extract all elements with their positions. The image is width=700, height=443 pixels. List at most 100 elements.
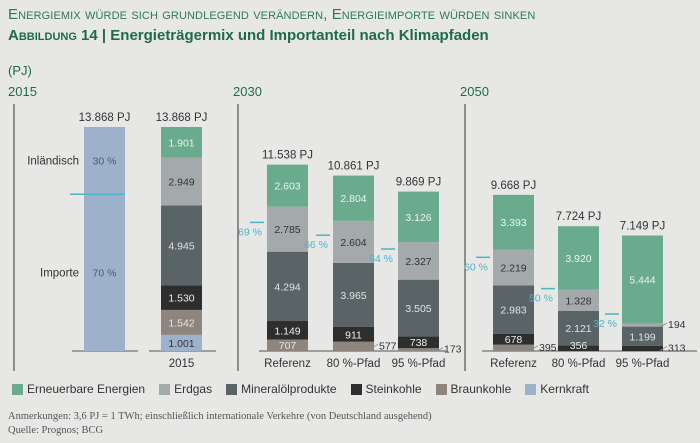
data-label-mineralölprodukte: 3.965 (340, 290, 366, 302)
bar-segment-erneuerbare-energien (161, 127, 202, 158)
legend-swatch (226, 383, 238, 395)
legend-item-erneuerbare-energien: Erneuerbare Energien (12, 382, 145, 396)
legend-item-kernkraft: Kernkraft (525, 382, 589, 396)
data-label-mineralölprodukte: 2.121 (565, 323, 591, 335)
data-label-steinkohle: 911 (345, 329, 362, 341)
label-inlaendisch: Inländisch (27, 156, 79, 168)
legend: Erneuerbare Energien Erdgas Mineralölprodu… (12, 382, 603, 396)
import-share-label: 69 % (238, 226, 262, 238)
bar-segment-erdgas (398, 242, 439, 280)
bar-segment-mineralölprodukte (493, 285, 534, 334)
data-label-erneuerbare-energien: 1.901 (168, 137, 194, 149)
bar-segment-braunkohle (333, 341, 374, 351)
total-label: 9.668 PJ (491, 180, 536, 192)
legend-label: Kernkraft (540, 382, 589, 396)
share-bar (84, 127, 125, 351)
bar-segment-steinkohle (161, 285, 202, 310)
category-label: Referenz (490, 358, 537, 370)
legend-item-braunkohle: Braunkohle (435, 382, 512, 396)
panel-label-2015: 2015 (8, 84, 37, 99)
data-label-erdgas: 2.949 (168, 177, 194, 189)
outside-label-braunkohle: 577 (379, 340, 397, 352)
data-label-erdgas: 2.604 (340, 237, 366, 249)
bar-segment-steinkohle (493, 333, 534, 345)
bar-segment-erdgas (267, 206, 308, 252)
data-label-mineralölprodukte: 2.983 (500, 305, 526, 317)
total-label: 11.538 PJ (262, 150, 313, 162)
data-label-erdgas: 2.327 (405, 256, 431, 268)
total-label: 7.149 PJ (620, 221, 665, 233)
data-label-erdgas: 2.219 (500, 263, 526, 275)
data-label-erdgas: 1.328 (565, 295, 591, 307)
data-label-kernkraft: 1.001 (168, 338, 194, 350)
bar-segment-steinkohle (398, 336, 439, 349)
leader-line (435, 347, 444, 352)
legend-label: Braunkohle (450, 382, 512, 396)
label-importe: Importe (40, 268, 79, 280)
note-annotation: Anmerkungen: 3,6 PJ = 1 TWh; einschließl… (8, 411, 432, 422)
title-separator: | (101, 27, 107, 44)
outside-label-steinkohle: 313 (668, 342, 686, 354)
bar-segment-mineralölprodukte (333, 262, 374, 327)
legend-label: Steinkohle (365, 382, 422, 396)
bar-segment-erneuerbare-energien (398, 191, 439, 243)
total-label: 13.868 PJ (156, 112, 208, 124)
data-label-steinkohle: 738 (410, 337, 428, 349)
bar-segment-braunkohle (398, 348, 439, 351)
figure-label: Abbildung 14 (8, 27, 98, 44)
bar-segment-mineralölprodukte (267, 251, 308, 322)
bar-segment-steinkohle (622, 345, 663, 351)
total-label: 10.861 PJ (328, 161, 380, 173)
import-share-label: 66 % (304, 239, 328, 251)
bar-segment-mineralölprodukte (622, 326, 663, 346)
figure-subtitle: Energieträgermix und Importanteil nach K… (110, 27, 489, 44)
leader-line (659, 322, 668, 328)
data-label-braunkohle: 1.542 (168, 317, 194, 329)
bar-segment-erneuerbare-energien (333, 175, 374, 221)
legend-item-steinkohle: Steinkohle (350, 382, 422, 396)
panel-label-2050: 2050 (460, 84, 489, 99)
note-source: Quelle: Prognos; BCG (8, 425, 104, 436)
bar-segment-erneuerbare-energien (267, 164, 308, 207)
outside-label-braunkohle: 173 (444, 344, 462, 356)
category-label: 80 %-Pfad (552, 358, 606, 370)
import-share-label: 32 % (593, 318, 617, 330)
share-label-inlaendisch: 30 % (93, 156, 117, 168)
leader-line (370, 343, 379, 349)
leader-line (530, 345, 539, 351)
legend-label: Erdgas (174, 382, 213, 396)
data-label-mineralölprodukte: 4.294 (274, 281, 300, 293)
bar-segment-erdgas (333, 220, 374, 263)
legend-item-erdgas: Erdgas (159, 382, 212, 396)
data-label-erneuerbare-energien: 2.804 (340, 193, 366, 205)
bar-segment-erdgas (161, 157, 202, 206)
legend-label: Erneuerbare Energien (27, 382, 146, 396)
data-label-mineralölprodukte: 4.945 (168, 240, 194, 252)
legend-swatch (159, 383, 171, 395)
y-axis-unit: (PJ) (8, 63, 32, 78)
import-share-label: 50 % (529, 293, 553, 305)
legend-swatch (435, 383, 447, 395)
bar-segment-steinkohle (267, 321, 308, 340)
category-label: 95 %-Pfad (616, 358, 670, 370)
bar-segment-mineralölprodukte (398, 279, 439, 337)
bar-segment-erneuerbare-energien (622, 235, 663, 324)
data-label-erneuerbare-energien: 3.126 (405, 212, 431, 224)
data-label-steinkohle: 678 (505, 334, 523, 346)
import-share-label: 64 % (369, 253, 393, 265)
bar-segment-erdgas (558, 289, 599, 311)
data-label-erneuerbare-energien: 5.444 (629, 274, 655, 286)
leader-line (659, 346, 668, 351)
bar-segment-mineralölprodukte (161, 205, 202, 286)
data-label-braunkohle: 707 (279, 340, 297, 352)
chart-headline: Energiemix würde sich grundlegend veränd… (8, 6, 536, 23)
legend-swatch (350, 383, 362, 395)
data-label-steinkohle: 356 (570, 340, 588, 352)
bar-segment-steinkohle (558, 345, 599, 351)
bar-segment-steinkohle (333, 326, 374, 342)
bar-segment-erdgas (493, 249, 534, 286)
legend-swatch (525, 383, 537, 395)
outside-label-erdgas: 194 (668, 319, 686, 331)
data-label-steinkohle: 1.149 (274, 325, 300, 337)
